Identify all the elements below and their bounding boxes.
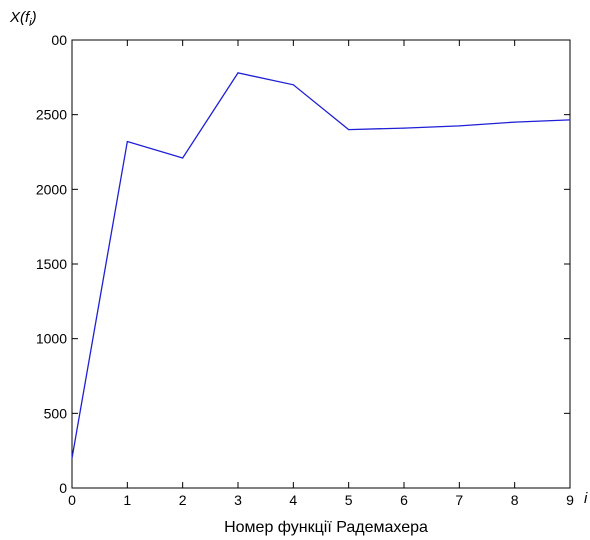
series-line-0	[71, 72, 571, 459]
y-tick-label: 2500	[36, 107, 67, 123]
x-axis-ticks: 0 1 2 3 4 5 6 7 8 9	[68, 40, 574, 508]
x-tick-label: 6	[400, 492, 408, 508]
data-point	[292, 84, 294, 86]
series-layer	[71, 72, 571, 459]
data-point	[514, 121, 516, 123]
y-tick-label: 00	[51, 32, 67, 48]
data-point	[348, 129, 350, 131]
y-tick-label: 0	[59, 480, 67, 496]
x-tick-label: 9	[566, 492, 574, 508]
x-tick-label: 4	[289, 492, 297, 508]
x-axis-unit-label: i	[584, 490, 588, 507]
x-tick-label: 0	[68, 492, 76, 508]
x-tick-label: 7	[455, 492, 463, 508]
plot-area-frame	[71, 39, 571, 489]
y-tick-label: 2000	[36, 181, 67, 197]
y-tick-label: 1500	[36, 256, 67, 272]
y-tick-label: 500	[44, 405, 68, 421]
y-tick-label: 1000	[36, 331, 67, 347]
data-point	[237, 72, 239, 74]
x-tick-label: 2	[179, 492, 187, 508]
x-tick-label: 8	[511, 492, 519, 508]
x-tick-label: 3	[234, 492, 242, 508]
data-point	[71, 457, 73, 459]
data-point	[126, 140, 128, 143]
y-axis-ticks: 0 500 1000 1500 2000 2500 00	[36, 32, 570, 496]
x-tick-label: 5	[345, 492, 353, 508]
data-point	[403, 127, 405, 129]
data-point	[569, 119, 571, 121]
y-axis-label: X(fi)	[9, 9, 37, 29]
x-tick-label: 1	[123, 492, 131, 508]
data-point	[182, 157, 184, 159]
data-point	[458, 125, 460, 127]
x-axis-label: Номер функції Радемахера	[224, 519, 428, 536]
